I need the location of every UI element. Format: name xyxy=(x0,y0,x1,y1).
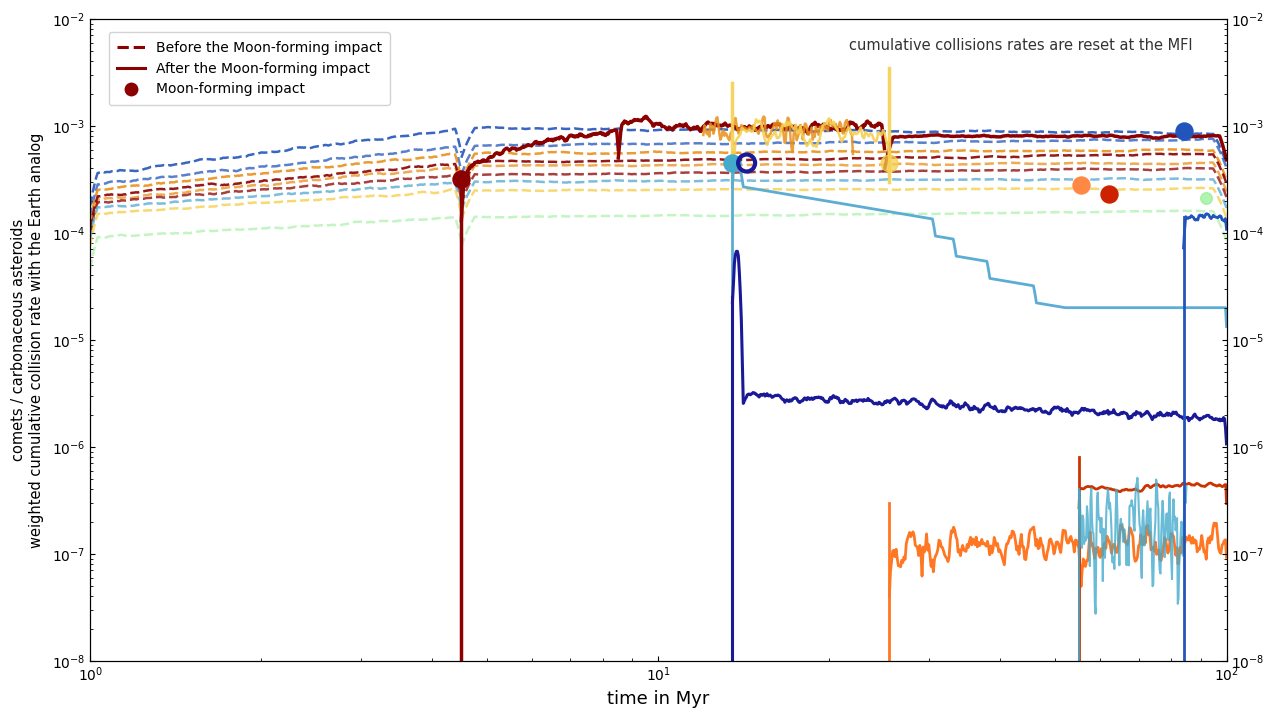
Text: cumulative collisions rates are reset at the MFI: cumulative collisions rates are reset at… xyxy=(849,38,1193,53)
Point xyxy=(736,157,757,169)
Point xyxy=(452,173,472,185)
Point xyxy=(879,157,900,169)
Legend: Before the Moon-forming impact, After the Moon-forming impact, Moon-forming impa: Before the Moon-forming impact, After th… xyxy=(108,32,390,105)
X-axis label: time in Myr: time in Myr xyxy=(607,690,709,708)
Point xyxy=(722,157,743,169)
Point xyxy=(1196,193,1216,204)
Y-axis label: comets / carbonaceous asteroids
weighted cumulative collision rate with the Eart: comets / carbonaceous asteroids weighted… xyxy=(11,132,43,548)
Point xyxy=(1174,125,1194,137)
Point xyxy=(1071,179,1091,191)
Point xyxy=(1099,188,1119,200)
